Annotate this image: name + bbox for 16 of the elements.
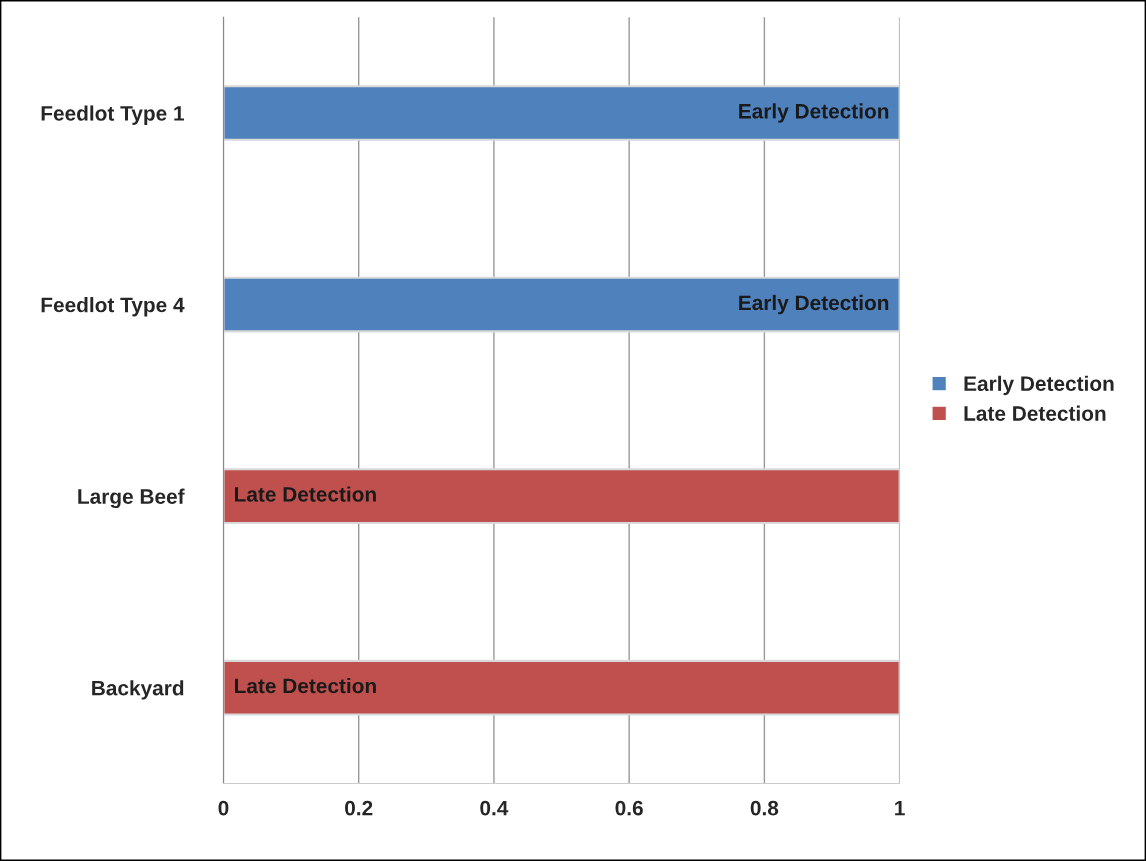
x-tick-label: 0.8: [750, 800, 779, 816]
y-tick-label: Large Beef: [78, 488, 185, 509]
data-label: Late Detection: [235, 486, 376, 502]
y-tick-label: Feedlot Type 1: [41, 105, 185, 125]
x-tick-label: 0.6: [615, 800, 643, 816]
legend-label: Late Detection: [964, 405, 1106, 421]
data-label: Late Detection: [235, 678, 376, 694]
data-label: Early Detection: [739, 103, 889, 123]
x-tick-label: 0.2: [345, 800, 373, 816]
legend-label: Early Detection: [964, 375, 1114, 396]
x-tick-label: 1: [895, 800, 905, 816]
y-tick-label: Feedlot Type 4: [41, 297, 185, 317]
x-tick-label: 0: [218, 800, 229, 816]
x-tick-label: 0.4: [480, 800, 509, 816]
y-tick-label: Backyard: [92, 680, 184, 700]
data-label: Early Detection: [739, 294, 889, 315]
